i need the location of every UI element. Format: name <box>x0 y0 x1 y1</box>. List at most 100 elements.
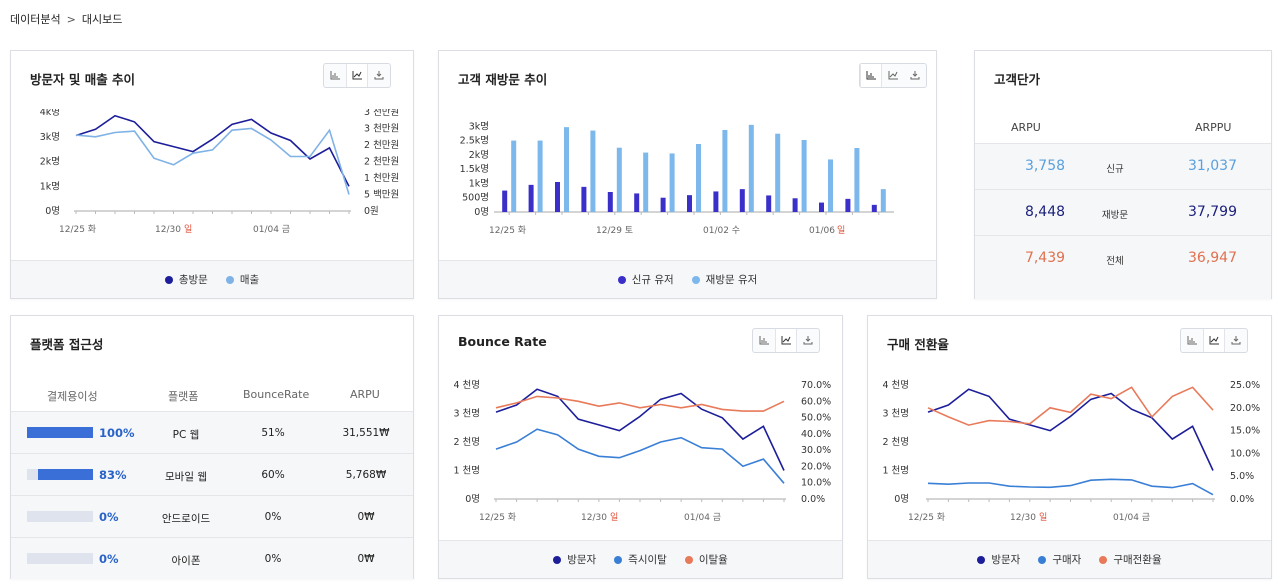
legend-item[interactable]: 총방문 <box>164 272 208 287</box>
legend-dot-icon <box>977 555 986 564</box>
card-title: 플랫폼 접근성 <box>30 337 104 352</box>
legend-dot-icon <box>1099 555 1108 564</box>
legend-dot-icon <box>617 275 626 284</box>
legend-label: 구매전환율 <box>1113 554 1162 566</box>
line-chart-icon <box>888 71 898 80</box>
legend-item[interactable]: 재방문 유저 <box>691 272 757 287</box>
ease-percent: 0% <box>99 552 119 566</box>
card-title: Bounce Rate <box>458 334 547 349</box>
bar-재방문 유저 <box>880 189 886 212</box>
legend-label: 구매자 <box>1052 554 1082 566</box>
download-button[interactable] <box>797 329 819 352</box>
y-left-tick-label: 2 천명 <box>453 437 480 448</box>
y-tick-label: 2.5k명 <box>460 136 489 147</box>
platform-name: 안드로이드 <box>161 513 211 525</box>
legend-label: 즉시이탈 <box>628 554 667 566</box>
bar-재방문 유저 <box>854 148 860 212</box>
bar-chart-button[interactable] <box>1181 329 1203 352</box>
legend-item[interactable]: 구매자 <box>1038 552 1081 567</box>
y-left-tick-label: 2k명 <box>40 157 60 168</box>
y-left-tick-label: 1k명 <box>40 181 60 192</box>
y-right-tick-label: 3 천만원 <box>364 109 399 118</box>
chart-toolbar <box>323 63 391 88</box>
legend-item[interactable]: 방문자 <box>553 552 596 567</box>
series-line-매출 <box>75 127 350 195</box>
line-chart-button[interactable] <box>346 64 368 87</box>
progress-fill <box>38 469 93 480</box>
bar-재방문 유저 <box>643 152 649 212</box>
bar-chart-button[interactable] <box>753 329 775 352</box>
card-title: 방문자 및 매출 추이 <box>30 72 136 87</box>
bar-신규 유저 <box>528 184 534 212</box>
legend-label: 이탈율 <box>698 554 728 566</box>
y-right-tick-label: 15.0% <box>1230 426 1260 437</box>
card-title: 고객단가 <box>994 72 1041 87</box>
conversion-chart: 0명 1 천명 2 천명 3 천명 4 천명 0.0% 5.0% 10.0% 15.0% 20.0… <box>882 380 1260 523</box>
line-chart-button[interactable] <box>882 64 904 87</box>
platform-name: 모바일 웹 <box>165 471 207 483</box>
legend-label: 매출 <box>239 274 260 286</box>
bounce-rate-value: 60% <box>261 469 285 481</box>
chevron-right-icon: > <box>66 13 76 26</box>
bar-재방문 유저 <box>748 124 754 212</box>
line-chart-icon <box>352 71 362 80</box>
x-tick-label: 01/04 금 <box>253 224 290 235</box>
column-header: 결제용이성 <box>47 390 98 403</box>
line-chart-button[interactable] <box>1203 329 1225 352</box>
arpu-value: 5,768₩ <box>345 469 387 481</box>
download-icon <box>374 71 384 80</box>
arpu-value: 7,439 <box>1024 250 1066 266</box>
legend-item[interactable]: 매출 <box>225 272 260 287</box>
segment-label: 재방문 <box>1101 210 1129 221</box>
arpu-card: 고객단가 ARPU ARPPU 3,758 신규 31,037 8,448 재방… <box>974 50 1272 299</box>
series-line-구매자 <box>927 478 1214 496</box>
arpu-value: 0₩ <box>357 511 375 523</box>
legend-label: 방문자 <box>567 554 597 566</box>
download-icon <box>1231 336 1241 345</box>
y-right-tick-label: 5.0% <box>1230 471 1254 482</box>
bar-신규 유저 <box>502 190 508 212</box>
bar-chart-button[interactable] <box>324 64 346 87</box>
y-left-tick-label: 0명 <box>894 494 909 505</box>
y-left-tick-label: 3 천명 <box>882 409 909 420</box>
x-tick-label: 12/25 화 <box>908 512 945 523</box>
bar-재방문 유저 <box>722 130 728 212</box>
y-left-tick-label: 4 천명 <box>882 380 909 391</box>
legend-item[interactable]: 신규 유저 <box>617 272 674 287</box>
ease-progress-bar <box>27 427 93 438</box>
legend-item[interactable]: 이탈율 <box>684 552 728 567</box>
legend-item[interactable]: 방문자 <box>977 552 1020 567</box>
x-tick-label: 12/25 화 <box>479 512 516 523</box>
bar-신규 유저 <box>739 189 745 212</box>
bounce-rate-value: 0% <box>264 553 282 565</box>
bar-chart-button[interactable] <box>860 64 882 87</box>
download-button[interactable] <box>1225 329 1247 352</box>
y-right-tick-label: 2 천만원 <box>364 140 399 151</box>
download-button[interactable] <box>904 64 926 87</box>
breadcrumb: 데이터분석 > 대시보드 <box>10 11 122 27</box>
bar-chart-icon <box>330 71 340 80</box>
y-left-tick-label: 4 천명 <box>453 380 480 391</box>
chart-legend: 총방문 매출 <box>11 260 413 298</box>
arppu-column-header: ARPPU <box>1195 121 1232 134</box>
legend-item[interactable]: 구매전환율 <box>1099 552 1162 567</box>
arpu-value: 3,758 <box>1024 158 1066 174</box>
x-tick-label: 12/30 <box>1010 513 1036 523</box>
y-right-tick-label: 2 천만원 <box>364 157 399 168</box>
legend-item[interactable]: 즉시이탈 <box>614 552 667 567</box>
bounce-rate-value: 0% <box>264 511 282 523</box>
y-left-tick-label: 1 천명 <box>882 466 909 477</box>
x-tick-label: 01/04 금 <box>684 512 721 523</box>
bar-신규 유저 <box>713 191 719 212</box>
y-right-tick-label: 1 천만원 <box>364 173 399 184</box>
y-left-tick-label: 1 천명 <box>453 466 480 477</box>
bar-재방문 유저 <box>564 127 569 212</box>
legend-label: 방문자 <box>991 554 1021 566</box>
bar-chart-icon <box>866 71 876 80</box>
bounce-rate-value: 51% <box>261 427 285 439</box>
line-chart-button[interactable] <box>775 329 797 352</box>
legend-dot-icon <box>164 275 173 284</box>
download-button[interactable] <box>368 64 390 87</box>
breadcrumb-parent[interactable]: 데이터분석 <box>10 13 61 26</box>
series-line-이탈율 <box>495 395 785 412</box>
